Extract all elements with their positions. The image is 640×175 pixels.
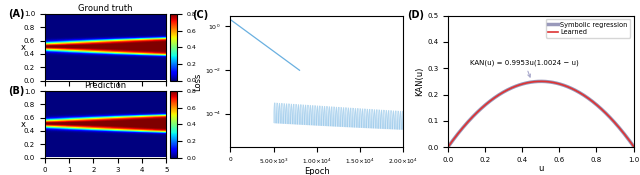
Symbolic regression [445,145,452,147]
Learned [613,124,621,126]
Legend: Symbolic regression, Learned: Symbolic regression, Learned [545,19,630,38]
Title: Ground truth: Ground truth [78,4,133,13]
Symbolic regression [601,111,609,114]
Y-axis label: x: x [20,120,26,129]
Symbolic regression [444,146,452,148]
Text: (C): (C) [193,10,209,20]
Symbolic regression [558,84,566,86]
Learned [555,83,563,85]
Line: Learned: Learned [448,81,634,147]
Symbolic regression [556,83,563,85]
Learned [558,84,566,86]
Learned [445,145,452,147]
Symbolic regression [537,80,545,82]
Line: Symbolic regression: Symbolic regression [448,81,634,147]
Y-axis label: x: x [20,43,26,52]
Y-axis label: KAN(u): KAN(u) [415,67,424,96]
Text: KAN(u) = 0.9953u(1.0024 − u): KAN(u) = 0.9953u(1.0024 − u) [470,59,579,77]
Text: (B): (B) [8,86,25,96]
Symbolic regression [613,124,621,126]
Learned [537,80,545,82]
Y-axis label: Loss: Loss [193,72,202,91]
X-axis label: Epoch: Epoch [304,167,330,175]
Symbolic regression [630,145,637,147]
Learned [444,146,452,148]
Text: (D): (D) [407,10,424,20]
Text: (A): (A) [8,9,25,19]
Learned [630,145,637,147]
Symbolic regression [555,83,563,85]
Title: Prediction: Prediction [84,81,127,90]
Learned [556,83,563,85]
Learned [601,111,609,114]
X-axis label: u: u [538,164,543,173]
